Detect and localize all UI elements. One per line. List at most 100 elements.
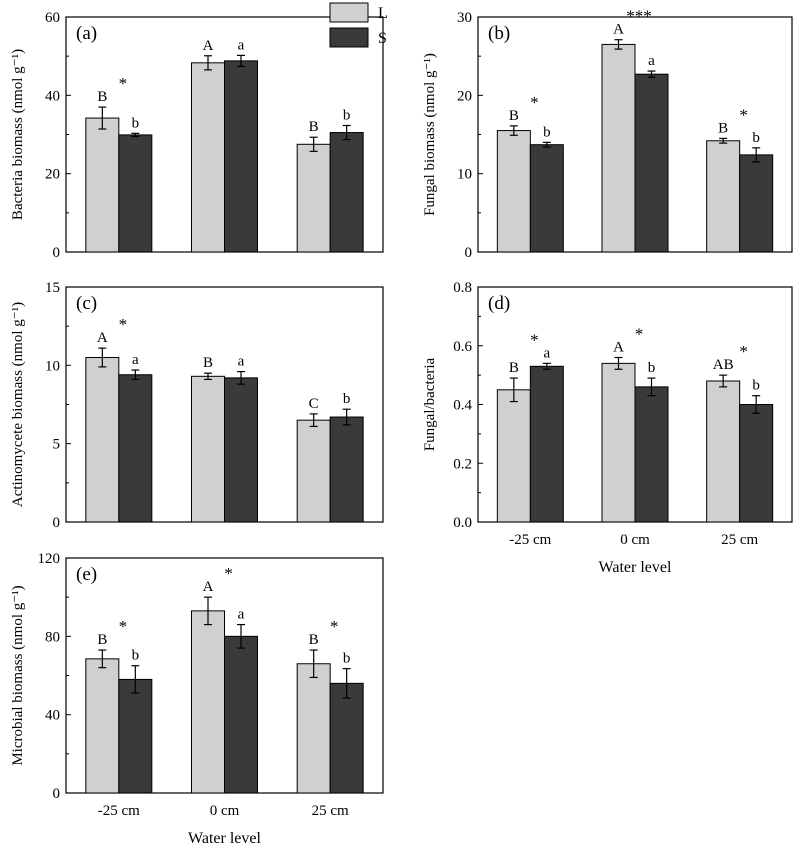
bar-L-25cm	[296, 663, 331, 794]
significance-letter: b	[343, 391, 351, 407]
y-tick-label: 20	[457, 88, 472, 104]
bar-L-0cm	[191, 62, 225, 253]
bar-S--25cm	[529, 144, 564, 253]
y-axis-label: Fungal/bacteria	[422, 358, 438, 452]
bar-S-25cm	[739, 404, 774, 523]
significance-letter: a	[238, 607, 245, 623]
bar-L--25cm	[496, 389, 531, 523]
bar-L--25cm	[496, 130, 531, 253]
significance-letter: B	[509, 360, 519, 376]
significance-letter: A	[203, 38, 214, 54]
significance-letter: b	[343, 651, 351, 667]
x-tick-label: -25 cm	[509, 532, 551, 548]
bar-S-25cm	[329, 682, 364, 794]
y-tick-label: 80	[45, 629, 60, 645]
y-tick-label: 0.6	[453, 339, 472, 355]
significance-letter: AB	[713, 357, 734, 373]
legend: LS	[329, 2, 388, 48]
bar-L-25cm	[706, 380, 741, 523]
significance-letter: b	[752, 378, 760, 394]
bar-L-0cm	[191, 610, 225, 794]
y-tick-label: 0	[53, 515, 61, 531]
y-tick-label: 0.0	[453, 515, 472, 531]
significance-star: *	[739, 105, 748, 124]
bar-S-0cm	[634, 73, 669, 253]
bar-L--25cm	[85, 658, 120, 794]
x-axis-label: Water level	[188, 830, 261, 847]
significance-letter: a	[543, 345, 550, 361]
significance-letter: a	[238, 354, 245, 370]
significance-star: *	[739, 342, 748, 361]
chart-panel-1: 0 20 40 60 Bacteria biomass (nmol g⁻¹) (a) Bb *…	[10, 10, 384, 261]
significance-letter: B	[718, 120, 728, 136]
significance-letter: b	[543, 124, 551, 140]
legend-label-L: L	[378, 5, 388, 22]
y-axis-label: Microbial biomass (nmol g⁻¹)	[10, 585, 26, 765]
bar-L--25cm	[85, 117, 120, 253]
significance-letter: b	[648, 360, 656, 376]
bar-S-0cm	[224, 377, 258, 523]
significance-letter: b	[132, 115, 140, 131]
y-tick-label: 10	[45, 358, 60, 374]
significance-letter: a	[648, 53, 655, 69]
y-axis-label: Actinomycete biomass (nmol g⁻¹)	[10, 302, 26, 507]
significance-letter: B	[97, 89, 107, 105]
significance-letter: B	[309, 632, 319, 648]
y-tick-label: 20	[45, 167, 60, 183]
chart-panel-4: 0.00.20.40.60.8Fungal/bacteria(d)Ba*-25 …	[422, 280, 793, 576]
bar-S-0cm	[224, 60, 258, 253]
significance-letter: a	[132, 352, 139, 368]
bar-S-25cm	[739, 154, 774, 253]
y-tick-label: 10	[457, 167, 472, 183]
bar-L-0cm	[601, 43, 636, 253]
significance-letter: B	[309, 119, 319, 135]
significance-letter: B	[509, 108, 519, 124]
y-tick-label: 0	[53, 786, 61, 802]
bar-L-0cm	[601, 362, 636, 523]
bar-S-25cm	[329, 132, 364, 253]
significance-star: ***	[626, 7, 652, 26]
bar-S-0cm	[224, 635, 258, 794]
y-tick-label: 5	[53, 437, 61, 453]
bar-S--25cm	[118, 374, 153, 523]
y-tick-label: 0.4	[453, 398, 472, 414]
panel-label: (a)	[76, 23, 97, 44]
significance-letter: A	[613, 340, 624, 356]
bar-L-25cm	[706, 140, 741, 253]
significance-star: *	[530, 330, 539, 349]
legend-label-S: S	[378, 30, 387, 47]
y-tick-label: 0.8	[453, 280, 472, 296]
bar-S--25cm	[118, 134, 153, 253]
y-tick-label: 15	[45, 280, 60, 296]
bar-S-0cm	[634, 386, 669, 523]
chart-panel-3: 0 5 10 15 Actinomycete biomass (nmol g⁻¹) (c)…	[10, 280, 384, 531]
significance-star: *	[224, 564, 233, 583]
significance-star: *	[119, 617, 128, 636]
x-tick-label: 0 cm	[620, 532, 650, 548]
y-tick-label: 30	[457, 10, 472, 26]
panel-label: (c)	[76, 293, 97, 314]
significance-letter: a	[238, 37, 245, 53]
significance-letter: B	[97, 632, 107, 648]
y-axis-label: Bacteria biomass (nmol g⁻¹)	[10, 49, 26, 220]
y-tick-label: 0.2	[453, 456, 472, 472]
bar-S-25cm	[329, 416, 364, 523]
significance-letter: b	[343, 107, 351, 123]
x-axis-label: Water level	[599, 559, 672, 576]
y-tick-label: 0	[53, 245, 61, 261]
panel-label: (b)	[488, 23, 510, 44]
significance-letter: A	[203, 579, 214, 595]
bar-S--25cm	[118, 678, 153, 794]
legend-swatch-L	[329, 2, 369, 23]
bar-L-0cm	[191, 375, 225, 523]
significance-star: *	[635, 325, 644, 344]
bar-S--25cm	[529, 365, 564, 523]
significance-letter: B	[203, 355, 213, 371]
panel-label: (e)	[76, 564, 97, 585]
x-tick-label: 25 cm	[312, 803, 349, 819]
legend-swatch-S	[329, 27, 369, 48]
significance-letter: A	[97, 330, 108, 346]
significance-letter: b	[752, 130, 760, 146]
